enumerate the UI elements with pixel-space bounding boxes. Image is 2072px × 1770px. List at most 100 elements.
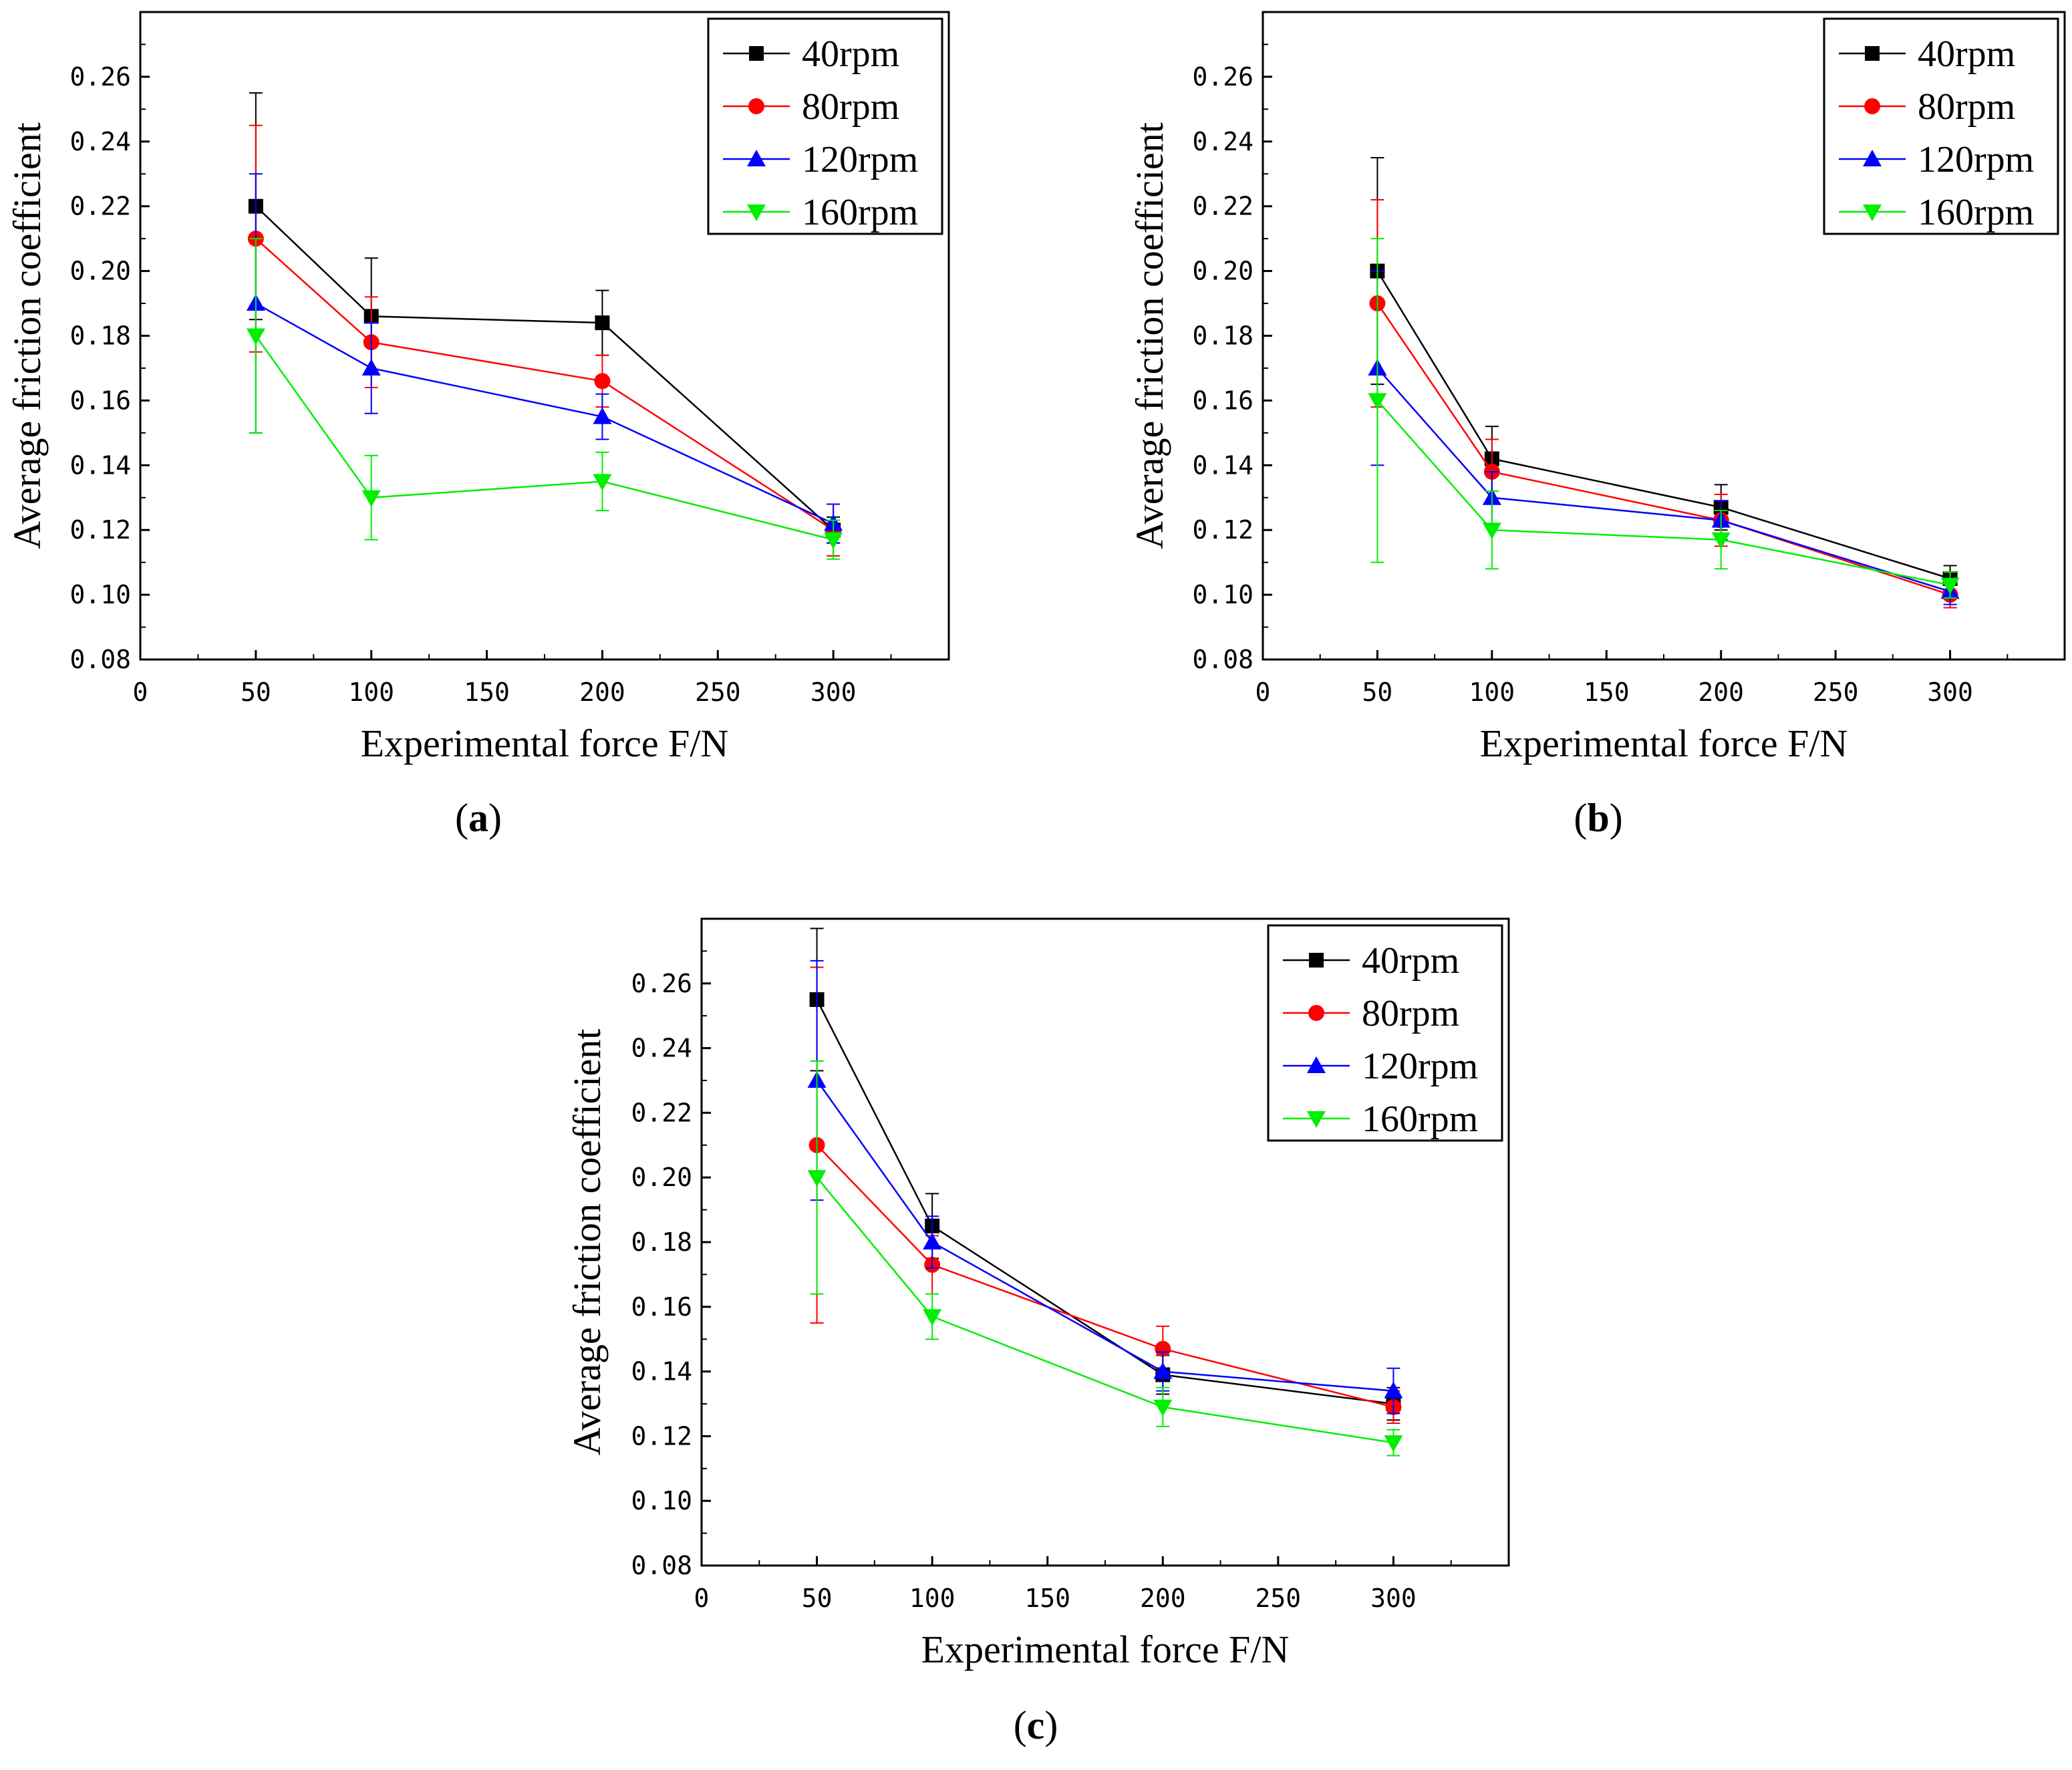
panel-caption: (a)	[455, 796, 502, 840]
y-tick-label: 0.22	[69, 192, 131, 221]
x-tick-label: 50	[1362, 678, 1393, 707]
y-tick-label: 0.14	[631, 1357, 692, 1386]
data-point	[593, 474, 612, 491]
series-line	[255, 335, 834, 541]
data-point	[595, 315, 610, 331]
chart-panel-a: 0 50 100 150 200 250 300 0.08 0.10 0.12 0.14 0.16 0.…	[5, 11, 950, 840]
y-tick-label: 0.20	[69, 257, 131, 286]
caption-close-paren: )	[1044, 1703, 1058, 1747]
legend: 40rpm 80rpm 120rpm 160rpm	[707, 17, 943, 235]
data-point	[361, 358, 381, 376]
x-tick-label: 150	[1584, 678, 1630, 707]
legend-label: 40rpm	[1918, 33, 2015, 75]
y-tick-label: 0.22	[631, 1098, 692, 1127]
series-line	[1376, 400, 1950, 586]
y-tick-label: 0.12	[1192, 515, 1253, 545]
series-120rpm	[246, 173, 843, 544]
data-point	[923, 1309, 942, 1326]
caption-open-paren: (	[455, 796, 468, 840]
x-tick-label: 0	[133, 678, 148, 707]
data-point	[1153, 1399, 1173, 1417]
data-point	[594, 373, 611, 390]
x-tick-label: 50	[802, 1584, 833, 1613]
legend-box	[1823, 17, 2059, 235]
caption-letter: c	[1027, 1703, 1045, 1747]
data-point	[807, 1170, 827, 1187]
y-tick-label: 0.18	[631, 1227, 692, 1257]
y-tick-label: 0.14	[1192, 450, 1253, 480]
y-tick-label: 0.26	[1192, 62, 1253, 92]
legend: 40rpm 80rpm 120rpm 160rpm	[1267, 924, 1503, 1142]
legend-marker	[748, 98, 764, 114]
legend-label: 80rpm	[1362, 993, 1459, 1034]
y-tick-label: 0.26	[631, 969, 692, 998]
legend-marker	[1865, 46, 1880, 61]
y-tick-label: 0.20	[631, 1163, 692, 1192]
x-axis-title: Experimental force F/N	[1480, 722, 1848, 765]
data-point	[923, 1233, 942, 1249]
data-point	[1153, 1362, 1173, 1379]
y-tick-label: 0.12	[69, 515, 131, 545]
x-tick-label: 300	[1927, 678, 1973, 707]
data-point	[361, 490, 381, 507]
y-tick-label: 0.18	[1192, 321, 1253, 351]
caption-open-paren: (	[1574, 796, 1587, 840]
chart-panel-c: 0 50 100 150 200 250 300 0.08 0.10 0.12 0.14 0.16 0.…	[565, 917, 1510, 1747]
caption-close-paren: )	[1610, 796, 1623, 840]
data-point	[1155, 1340, 1171, 1357]
legend-label: 160rpm	[1918, 192, 2034, 233]
legend-label: 120rpm	[1362, 1046, 1478, 1087]
data-point	[1711, 532, 1731, 549]
x-tick-label: 200	[1698, 678, 1744, 707]
y-tick-label: 0.22	[1192, 192, 1253, 221]
x-tick-label: 50	[241, 678, 271, 707]
legend-box	[1267, 924, 1503, 1142]
x-tick-label: 250	[1813, 678, 1859, 707]
data-point	[1384, 1381, 1403, 1398]
x-tick-label: 100	[909, 1584, 955, 1613]
legend-marker	[747, 150, 766, 166]
legend-marker	[1309, 953, 1324, 968]
legend-box	[707, 17, 943, 235]
data-point	[246, 328, 265, 345]
legend-label: 120rpm	[1918, 139, 2034, 180]
x-tick-label: 250	[1255, 1584, 1302, 1613]
series-line	[816, 1080, 1394, 1392]
caption-letter: b	[1587, 796, 1609, 840]
legend-label: 80rpm	[802, 86, 899, 128]
legend-label: 160rpm	[1362, 1098, 1478, 1140]
y-axis-title: Average friction coefficient	[1128, 122, 1171, 549]
series-line	[1376, 367, 1950, 593]
y-tick-label: 0.16	[631, 1292, 692, 1322]
series-line	[255, 238, 834, 531]
x-tick-label: 100	[1469, 678, 1515, 707]
chart-panel-b: 0 50 100 150 200 250 300 0.08 0.10 0.12 0.14 0.16 0.…	[1128, 11, 2066, 840]
y-tick-label: 0.14	[69, 450, 131, 480]
x-tick-label: 300	[1370, 1584, 1417, 1613]
series-line	[816, 1144, 1394, 1409]
x-tick-label: 200	[1140, 1584, 1186, 1613]
legend-marker	[1308, 1005, 1324, 1021]
series-line	[1376, 303, 1950, 596]
y-tick-label: 0.08	[1192, 645, 1253, 674]
caption-open-paren: (	[1014, 1703, 1027, 1747]
y-tick-label: 0.18	[69, 321, 131, 351]
y-tick-label: 0.12	[631, 1421, 692, 1451]
y-tick-label: 0.10	[1192, 580, 1253, 609]
y-tick-label: 0.20	[1192, 257, 1253, 286]
x-tick-label: 250	[695, 678, 741, 707]
legend-label: 40rpm	[1362, 940, 1459, 982]
x-tick-label: 0	[694, 1584, 710, 1613]
x-tick-label: 150	[464, 678, 510, 707]
y-tick-label: 0.16	[1192, 386, 1253, 415]
series-160rpm	[246, 238, 843, 560]
y-tick-label: 0.08	[69, 645, 131, 674]
legend-marker	[1863, 150, 1882, 166]
x-tick-label: 200	[579, 678, 625, 707]
x-tick-label: 0	[1255, 678, 1271, 707]
x-axis-title: Experimental force F/N	[361, 722, 729, 765]
panel-caption: (c)	[1014, 1703, 1058, 1747]
legend-marker	[749, 46, 764, 61]
series-160rpm	[807, 1060, 1403, 1457]
